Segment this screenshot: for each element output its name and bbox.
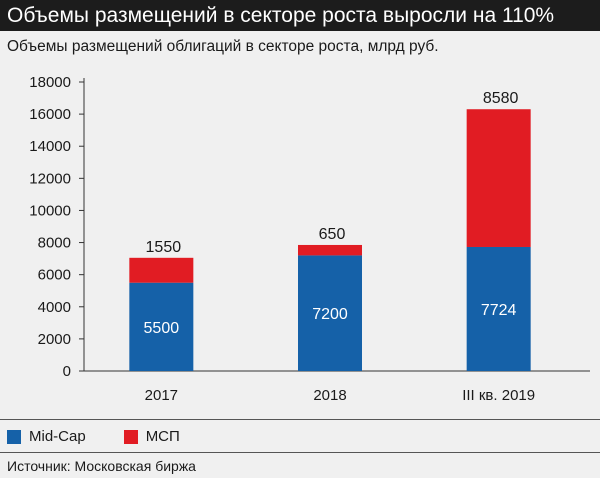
y-tick-label: 4000 — [38, 299, 71, 316]
bar-segment-msp-1 — [298, 244, 362, 256]
data-label-msp-1: 650 — [319, 226, 346, 243]
data-label-msp-2: 8580 — [483, 90, 519, 107]
chart-legend: Mid-Cap МСП — [7, 428, 218, 445]
legend-label-mid-cap: Mid-Cap — [29, 428, 86, 445]
bar-segment-msp-0 — [129, 257, 194, 283]
legend-label-msp: МСП — [145, 428, 180, 445]
y-tick-label: 16000 — [29, 106, 71, 123]
data-label-msp-0: 1550 — [146, 239, 182, 256]
data-label-mid-cap-2: 7724 — [481, 302, 517, 319]
legend-swatch-msp — [123, 429, 138, 444]
x-tick-label: 2017 — [145, 387, 178, 404]
y-tick-label: 12000 — [29, 170, 71, 187]
legend-item-msp: МСП — [123, 428, 180, 445]
chart-subtitle: Объемы размещений облигаций в секторе ро… — [7, 38, 439, 55]
bar-segment-mid-cap-1 — [298, 255, 362, 371]
x-tick-label: 2018 — [313, 387, 346, 404]
y-tick-label: 2000 — [38, 331, 71, 348]
x-tick-label: III кв. 2019 — [462, 387, 535, 404]
bar-segment-mid-cap-0 — [129, 282, 194, 371]
source-note: Источник: Московская биржа — [7, 458, 196, 474]
bar-segment-msp-2 — [466, 109, 531, 247]
y-tick-label: 10000 — [29, 202, 71, 219]
chart-header: Объемы размещений в секторе роста выросл… — [0, 0, 600, 31]
legend-divider — [0, 419, 600, 420]
footer-divider — [0, 452, 600, 453]
data-label-mid-cap-0: 5500 — [144, 320, 180, 337]
bar-segment-mid-cap-2 — [466, 246, 531, 371]
y-tick-label: 18000 — [29, 74, 71, 91]
stacked-bar-chart: 0 2000 4000 6000 8000 10000 12000 14000 16000 180… — [29, 74, 590, 404]
legend-swatch-mid-cap — [7, 429, 21, 444]
y-tick-label: 8000 — [38, 235, 71, 252]
y-tick-label: 14000 — [29, 138, 71, 155]
data-label-mid-cap-1: 7200 — [312, 306, 348, 323]
y-tick-label: 0 — [63, 363, 71, 380]
y-tick-label: 6000 — [38, 267, 71, 284]
legend-item-mid-cap: Mid-Cap — [7, 428, 86, 445]
